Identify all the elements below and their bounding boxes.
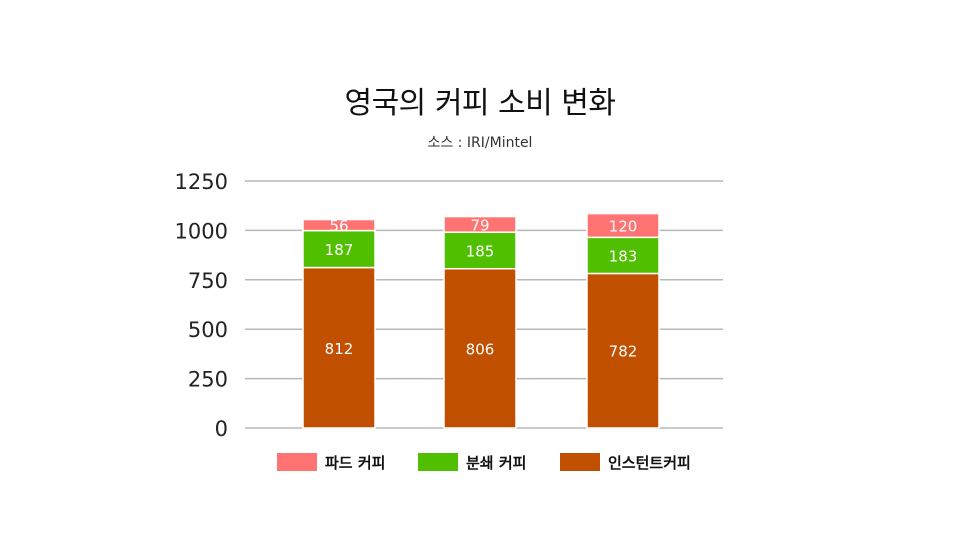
bar-segment-2-0 [586, 272, 660, 429]
data-label-0-2: 56 [329, 217, 348, 235]
chart-title: 영국의 커피 소비 변화 [344, 86, 616, 121]
data-label-1-0: 806 [466, 340, 495, 358]
bar-segment-1-2 [443, 215, 517, 233]
legend-item-pod-coffee: 파드 커피 [277, 450, 385, 474]
data-label-2-2: 120 [609, 217, 638, 235]
chart-legend: 파드 커피 분쇄 커피 인스턴트커피 [0, 450, 960, 474]
legend-swatch-instant [560, 453, 600, 471]
legend-label-instant: 인스턴트커피 [608, 453, 691, 472]
y-tick-label-1000: 1000 [175, 219, 228, 243]
y-tick-label-250: 250 [188, 368, 228, 392]
data-label-2-0: 782 [609, 343, 638, 361]
bar-segment-0-2 [302, 218, 376, 232]
data-label-1-1: 185 [466, 242, 495, 260]
bar-segment-0-1 [302, 229, 376, 269]
data-label-0-1: 187 [325, 241, 354, 259]
bar-segment-0-0 [302, 266, 376, 429]
data-label-2-1: 183 [609, 247, 638, 265]
y-tick-label-0: 0 [215, 417, 228, 441]
chart-source: 소스 : IRI/Mintel [427, 135, 533, 151]
y-tick-label-750: 750 [188, 269, 228, 293]
legend-label-ground: 분쇄 커피 [466, 453, 527, 472]
legend-swatch-pod [277, 453, 317, 471]
data-label-1-2: 79 [470, 216, 489, 234]
legend-swatch-ground [418, 453, 458, 471]
bar-segment-1-1 [443, 231, 517, 270]
bar-segment-1-0 [443, 267, 517, 429]
y-tick-label-1250: 1250 [175, 170, 228, 194]
legend-label-pod: 파드 커피 [325, 453, 386, 472]
bar-segment-2-2 [586, 212, 660, 239]
legend-item-ground-coffee: 분쇄 커피 [418, 450, 526, 474]
data-label-0-0: 812 [325, 340, 354, 358]
y-tick-label-500: 500 [188, 318, 228, 342]
legend-item-instant-coffee: 인스턴트커피 [560, 450, 691, 474]
bar-segment-2-1 [586, 236, 660, 275]
